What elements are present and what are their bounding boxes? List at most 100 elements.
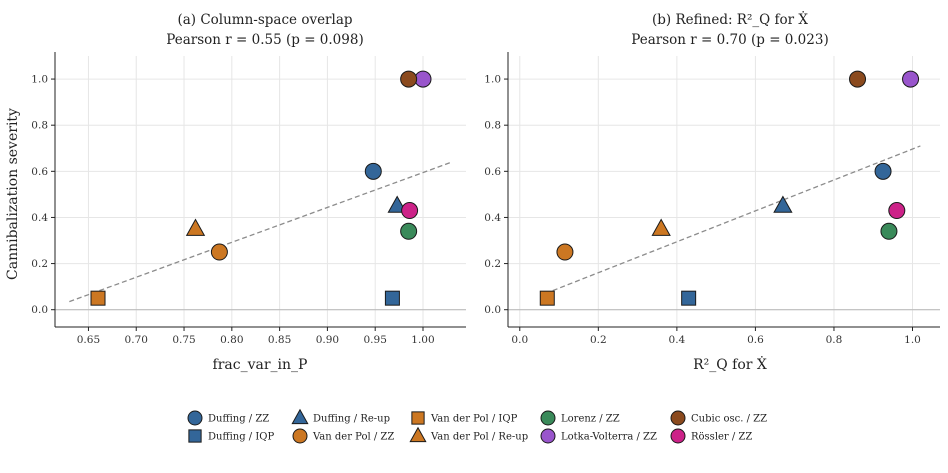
legend-marker-duffing-iqp — [188, 429, 202, 443]
legend-label-van-der-pol-iqp: Van der Pol / IQP — [430, 414, 518, 425]
legend-label-duffing-zz: Duffing / ZZ — [208, 414, 269, 425]
legend-marker-r-ssler-zz — [670, 428, 686, 444]
panel-b-y-tick-label-5: 1.0 — [484, 74, 501, 86]
legend-item-lotka-volterra-zz: Lotka-Volterra / ZZ — [540, 428, 657, 444]
panel-a-y-ticks: 0.0 0.2 0.4 0.6 0.8 1.0 — [31, 74, 55, 316]
panel-b-point-lorenz-zz — [880, 222, 898, 240]
panel-b-title-line2: Pearson r = 0.70 (p = 0.023) — [631, 32, 828, 48]
panel-b-point-cubic-osc-zz — [849, 70, 867, 88]
panel-b-point-van-der-pol-zz — [556, 243, 574, 261]
panel-a-point-duffing-zz — [364, 162, 382, 180]
panel-b-y-ticks: 0.0 0.2 0.4 0.6 0.8 1.0 — [484, 74, 508, 316]
legend-label-duffing-iqp: Duffing / IQP — [208, 432, 274, 443]
panel-a-title-line1: (a) Column-space overlap — [177, 12, 352, 28]
legend-marker-lotka-volterra-zz — [540, 428, 556, 444]
legend-label-cubic-osc-zz: Cubic osc. / ZZ — [691, 414, 767, 425]
panel-b-point-duffing-re-up — [773, 195, 793, 213]
panel-a-point-van-der-pol-re-up — [185, 218, 206, 236]
panel-b: (b) Refined: R²_Q for Ẋ Pearson r = 0.70… — [484, 11, 940, 373]
panel-a-y-tick-label-3: 0.6 — [31, 166, 48, 178]
legend-item-van-der-pol-iqp: Van der Pol / IQP — [411, 411, 518, 425]
legend-item-van-der-pol-zz: Van der Pol / ZZ — [292, 428, 394, 444]
panel-b-x-ticks: 0.0 0.2 0.4 0.6 0.8 1.0 — [511, 327, 921, 346]
panel-a-y-tick-label-4: 0.8 — [31, 120, 48, 132]
panel-b-x-tick-label-1: 0.2 — [590, 334, 607, 346]
panel-b-point-lotka-volterra-zz — [902, 70, 920, 88]
panel-a-x-tick-label-4: 0.85 — [268, 334, 291, 346]
legend-marker-van-der-pol-zz — [292, 428, 308, 444]
panel-a-x-tick-label-5: 0.90 — [316, 334, 339, 346]
panel-b-x-tick-label-3: 0.6 — [747, 334, 764, 346]
panel-b-point-duffing-iqp — [681, 290, 697, 306]
panel-b-y-tick-label-1: 0.2 — [484, 258, 501, 270]
panel-b-x-tick-label-2: 0.4 — [669, 334, 686, 346]
panel-b-axes — [507, 52, 940, 328]
panel-a-axes — [54, 52, 466, 328]
panel-a-x-tick-label-3: 0.80 — [220, 334, 243, 346]
panel-b-fit-line — [545, 145, 921, 295]
panel-a-x-tick-label-7: 1.00 — [411, 334, 434, 346]
panel-a-grid — [55, 56, 466, 327]
panel-b-title-line1: (b) Refined: R²_Q for Ẋ — [652, 11, 808, 28]
legend-marker-duffing-zz — [187, 410, 203, 426]
panel-b-point-van-der-pol-iqp — [539, 290, 555, 306]
panel-a-x-tick-label-1: 0.70 — [125, 334, 148, 346]
legend-marker-van-der-pol-re-up — [409, 426, 427, 443]
panel-b-y-tick-label-0: 0.0 — [484, 304, 501, 316]
panel-b-point-duffing-zz — [874, 162, 892, 180]
panel-b-grid — [508, 56, 940, 327]
legend-label-van-der-pol-re-up: Van der Pol / Re-up — [430, 432, 528, 443]
panel-b-x-tick-label-4: 0.8 — [826, 334, 843, 346]
panel-a-point-lotka-volterra-zz — [414, 70, 432, 88]
panel-a-fit-line — [69, 161, 452, 303]
panel-b-x-tick-label-0: 0.0 — [511, 334, 528, 346]
panel-b-x-tick-label-5: 1.0 — [904, 334, 921, 346]
panel-a-regression-line — [69, 161, 452, 303]
panel-a-point-van-der-pol-iqp — [90, 290, 106, 306]
panel-a-x-tick-label-0: 0.65 — [77, 334, 100, 346]
legend-label-lorenz-zz: Lorenz / ZZ — [561, 414, 620, 425]
panel-a-point-r-ssler-zz — [401, 202, 419, 220]
legend-item-duffing-zz: Duffing / ZZ — [187, 410, 269, 426]
panel-b-regression-line — [545, 145, 921, 295]
panel-a-y-tick-label-2: 0.4 — [31, 212, 48, 224]
legend-item-r-ssler-zz: Rössler / ZZ — [670, 428, 752, 444]
legend-marker-cubic-osc-zz — [670, 410, 686, 426]
legend-item-duffing-re-up: Duffing / Re-up — [291, 408, 390, 425]
panel-a-y-tick-label-1: 0.2 — [31, 258, 48, 270]
legend-label-duffing-re-up: Duffing / Re-up — [313, 414, 390, 425]
panel-b-y-tick-label-3: 0.6 — [484, 166, 501, 178]
panel-a-y-tick-label-0: 0.0 — [31, 304, 48, 316]
panel-a-title-line2: Pearson r = 0.55 (p = 0.098) — [166, 32, 363, 48]
panel-b-points — [539, 70, 920, 306]
panel-a-x-tick-label-2: 0.75 — [172, 334, 195, 346]
legend-item-cubic-osc-zz: Cubic osc. / ZZ — [670, 410, 767, 426]
panel-a-x-axis-label: frac_var_in_P — [213, 357, 308, 373]
panel-a-points — [90, 70, 432, 306]
panel-a-y-tick-label-5: 1.0 — [31, 74, 48, 86]
panel-b-point-r-ssler-zz — [888, 202, 906, 220]
panel-a-y-axis-label: Cannibalization severity — [5, 108, 21, 280]
panel-b-x-axis-label: R²_Q for Ẋ — [693, 355, 767, 373]
legend-item-van-der-pol-re-up: Van der Pol / Re-up — [409, 426, 528, 443]
legend-label-van-der-pol-zz: Van der Pol / ZZ — [312, 432, 394, 443]
panel-a-point-lorenz-zz — [400, 222, 418, 240]
legend: Duffing / ZZ Duffing / IQP Duffing / Re-up… — [187, 408, 767, 444]
panel-b-point-van-der-pol-re-up — [651, 218, 671, 236]
panel-a-point-van-der-pol-zz — [210, 243, 228, 261]
panel-a-point-cubic-osc-zz — [400, 70, 418, 88]
legend-label-r-ssler-zz: Rössler / ZZ — [691, 432, 752, 443]
panel-a-point-duffing-iqp — [384, 290, 400, 306]
panel-b-y-tick-label-2: 0.4 — [484, 212, 501, 224]
panel-a: (a) Column-space overlap Pearson r = 0.5… — [5, 12, 466, 373]
legend-item-duffing-iqp: Duffing / IQP — [188, 429, 274, 443]
legend-item-lorenz-zz: Lorenz / ZZ — [540, 410, 620, 426]
legend-marker-lorenz-zz — [540, 410, 556, 426]
legend-label-lotka-volterra-zz: Lotka-Volterra / ZZ — [561, 432, 657, 443]
panel-b-y-tick-label-4: 0.8 — [484, 120, 501, 132]
panel-a-x-tick-label-6: 0.95 — [364, 334, 387, 346]
legend-marker-duffing-re-up — [291, 408, 309, 425]
panel-a-x-ticks: 0.65 0.70 0.75 0.80 0.85 0.90 0.95 1.00 — [77, 327, 435, 346]
legend-marker-van-der-pol-iqp — [411, 411, 425, 425]
